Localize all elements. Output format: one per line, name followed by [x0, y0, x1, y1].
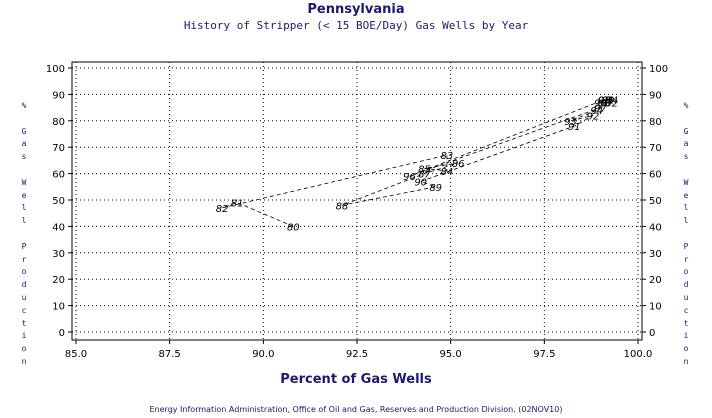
y-tick-label-right: 90: [649, 90, 662, 101]
data-point-label: 02: [605, 98, 618, 109]
data-point-label: 82: [216, 204, 229, 215]
y-axis-label-char: l: [21, 216, 27, 226]
y-axis-label-char: o: [21, 344, 27, 354]
y-tick-label-left: 70: [52, 143, 65, 154]
y-tick-label-right: 10: [649, 302, 662, 313]
y-tick-label-left: 40: [52, 222, 65, 233]
y-tick-label-left: 100: [46, 64, 65, 75]
y-tick-label-right: 30: [649, 249, 662, 260]
x-tick-label: 85.0: [65, 349, 87, 360]
data-point-label: 84: [441, 167, 454, 178]
y-tick-label-left: 50: [52, 196, 65, 207]
y-tick-label-left: 0: [59, 328, 65, 339]
y-axis-label-char: u: [21, 292, 27, 302]
data-point-label: 94: [590, 106, 603, 117]
y-axis-label-char: r: [683, 254, 689, 264]
y-axis-label-char: W: [21, 177, 27, 187]
y-axis-label-char: r: [21, 254, 27, 264]
data-point-label: 88: [336, 201, 349, 212]
y-axis-label-char: e: [683, 190, 689, 200]
y-tick-label-left: 20: [52, 275, 65, 286]
data-point-label: 91: [568, 122, 581, 133]
y-axis-label-char: t: [21, 318, 27, 328]
y-axis-label-char: d: [683, 280, 689, 290]
y-axis-label-char: d: [21, 280, 27, 290]
data-point-label: 89: [429, 183, 442, 194]
data-point-label: 93: [564, 117, 577, 128]
data-point-label: 00: [598, 98, 611, 109]
y-axis-label-char: o: [21, 267, 27, 277]
series-line: [221, 98, 613, 227]
y-tick-label-left: 90: [52, 90, 65, 101]
data-point-label: 86: [452, 159, 465, 170]
y-axis-label-char: s: [21, 152, 27, 162]
x-tick-label: 87.5: [159, 349, 181, 360]
y-tick-label-right: 60: [649, 170, 662, 181]
data-point-label: 96: [403, 172, 416, 183]
y-tick-label-right: 80: [649, 117, 662, 128]
y-axis-label-char: G: [683, 126, 689, 136]
y-axis-label-char: s: [683, 152, 689, 162]
x-tick-label: 95.0: [440, 349, 462, 360]
y-tick-label-left: 30: [52, 249, 65, 260]
y-tick-label-right: 70: [649, 143, 662, 154]
data-point-label: 01: [602, 96, 615, 107]
y-tick-label-right: 40: [649, 222, 662, 233]
data-point-label: 03: [598, 96, 611, 107]
y-axis-label-char: %: [21, 101, 27, 110]
y-axis-label-char: i: [21, 331, 27, 341]
y-axis-label-char: P: [683, 241, 689, 251]
x-tick-label: 97.5: [533, 349, 555, 360]
data-point-label: 85: [418, 164, 431, 175]
data-point-label: 81: [231, 199, 244, 210]
data-point-label: 04: [605, 96, 618, 107]
y-tick-label-left: 10: [52, 302, 65, 313]
y-axis-label-char: %: [683, 101, 689, 110]
source-footnote: Energy Information Administration, Offic…: [149, 405, 563, 414]
y-axis-label-char: o: [683, 267, 689, 277]
data-point-label: 92: [587, 112, 600, 123]
x-axis-label: Percent of Gas Wells: [280, 372, 432, 387]
data-point-label: 97: [594, 104, 607, 115]
y-tick-label-right: 20: [649, 275, 662, 286]
y-tick-label-right: 50: [649, 196, 662, 207]
data-point-label: 87: [418, 170, 431, 181]
y-axis-label-char: l: [21, 203, 27, 213]
y-axis-label-char: l: [683, 203, 689, 213]
y-axis-label-char: G: [21, 126, 27, 136]
y-axis-label-char: P: [21, 241, 27, 251]
y-axis-label-char: a: [683, 139, 689, 149]
data-point-label: 99: [602, 96, 615, 107]
data-point-label: 83: [441, 151, 454, 162]
y-axis-label-char: W: [683, 177, 689, 187]
data-point-label: 80: [287, 222, 300, 233]
chart-title: Pennsylvania: [307, 2, 405, 17]
chart-subtitle: History of Stripper (< 15 BOE/Day) Gas W…: [183, 19, 529, 32]
y-axis-label-char: l: [683, 216, 689, 226]
y-tick-label-left: 60: [52, 170, 65, 181]
y-axis-label-char: i: [683, 331, 689, 341]
y-tick-label-right: 100: [649, 64, 668, 75]
data-point-label: 95: [598, 96, 611, 107]
x-tick-label: 100.0: [624, 349, 653, 360]
y-tick-label-left: 80: [52, 117, 65, 128]
y-axis-label-char: t: [683, 318, 689, 328]
y-tick-label-right: 0: [649, 328, 655, 339]
data-point-label: 98: [594, 98, 607, 109]
y-axis-label-char: n: [21, 356, 27, 366]
y-axis-label-char: a: [21, 139, 27, 149]
y-axis-label-char: c: [683, 305, 689, 315]
y-axis-label-char: c: [21, 305, 27, 315]
y-axis-label-char: e: [21, 190, 27, 200]
y-axis-label-char: u: [683, 292, 689, 302]
y-axis-label-char: n: [683, 356, 689, 366]
x-tick-label: 90.0: [252, 349, 274, 360]
x-tick-label: 92.5: [346, 349, 368, 360]
y-axis-label-char: o: [683, 344, 689, 354]
data-point-label: 90: [414, 178, 427, 189]
